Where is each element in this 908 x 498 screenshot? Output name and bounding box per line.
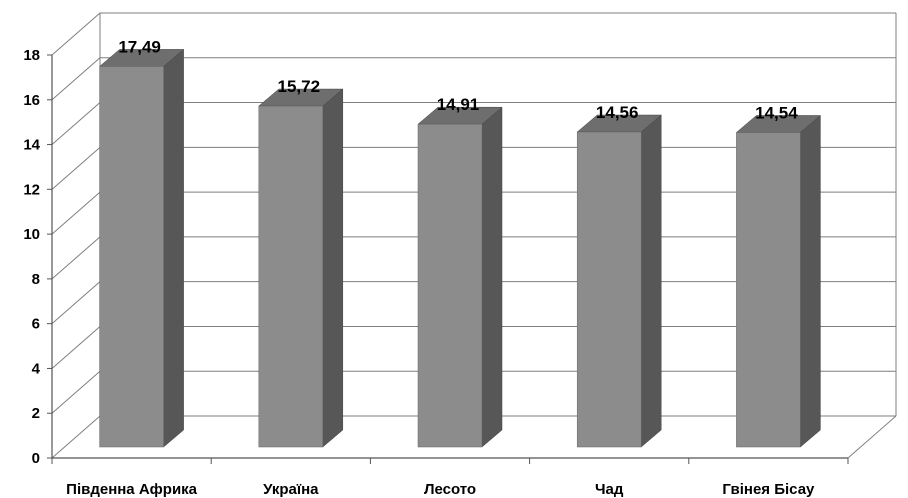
x-tick-label: Чад <box>595 481 624 498</box>
data-label: 14,91 <box>437 95 480 114</box>
bar-side <box>322 88 344 448</box>
bar-front <box>99 66 164 448</box>
gridline <box>51 12 896 56</box>
y-tick-label: 12 <box>23 181 40 198</box>
bar-side <box>800 114 821 448</box>
y-tick-label: 2 <box>32 405 40 422</box>
data-label: 17,49 <box>118 37 161 56</box>
bar-front <box>736 132 801 448</box>
y-tick-label: 4 <box>32 360 41 377</box>
bar-front <box>417 123 483 448</box>
y-tick-label: 18 <box>23 47 40 64</box>
data-label: 14,54 <box>755 103 798 122</box>
data-label: 15,72 <box>278 77 321 96</box>
x-tick-label: Лесото <box>424 481 476 498</box>
bar-side <box>640 114 662 448</box>
y-tick-label: 8 <box>32 271 40 288</box>
bar-side <box>163 48 184 448</box>
bar <box>417 106 503 448</box>
y-tick-label: 6 <box>32 316 40 333</box>
bar <box>735 114 822 448</box>
x-tick-label: Південна Африка <box>66 481 198 498</box>
bar-front <box>258 105 324 448</box>
bar <box>576 114 662 448</box>
bar-front <box>576 131 642 448</box>
bar <box>98 48 185 448</box>
floor-right-edge <box>847 415 897 459</box>
bar-side <box>481 106 503 448</box>
bars <box>98 48 822 448</box>
data-label: 14,56 <box>596 103 639 122</box>
y-tick-label: 14 <box>23 137 40 154</box>
bar <box>258 88 344 448</box>
labels: 17,49 Південна Африка 15,72 Україна 14,91 Лес… <box>66 37 815 498</box>
axes: 0 2 4 6 8 10 12 14 16 18 <box>23 47 849 467</box>
y-tick-label: 10 <box>23 226 40 243</box>
y-tick-label: 16 <box>23 92 40 109</box>
y-tick-label: 0 <box>32 450 40 467</box>
x-tick-label: Україна <box>263 481 319 498</box>
x-tick-label: Гвінея Бісау <box>722 481 815 498</box>
